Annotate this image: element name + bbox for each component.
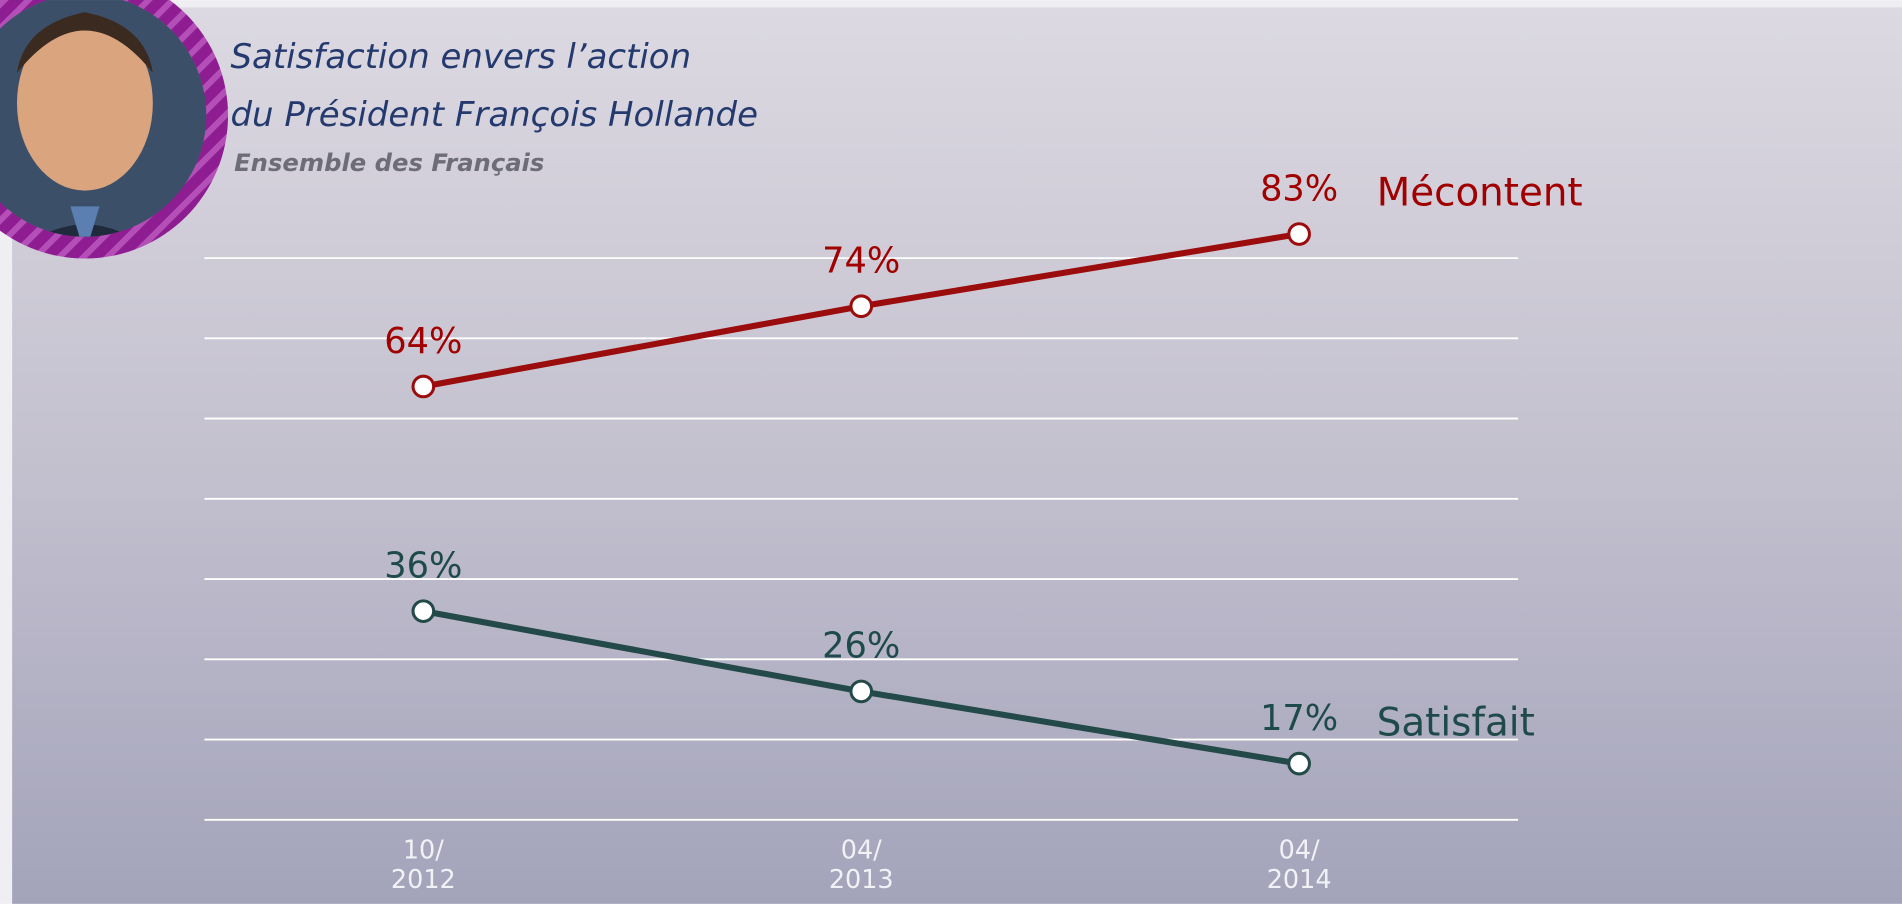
data-label: 36%	[384, 545, 462, 586]
point	[1287, 751, 1311, 776]
x-tick-label-line: 2013	[829, 865, 894, 895]
x-tick-label-line: 2014	[1267, 865, 1332, 895]
point	[1287, 222, 1311, 246]
chart-title: Satisfaction envers l’action	[230, 37, 691, 77]
data-label: 83%	[1260, 168, 1338, 209]
data-label: 74%	[822, 241, 900, 282]
x-tick-label: 04/2014	[1267, 836, 1332, 895]
data-label: 17%	[1260, 698, 1338, 739]
point	[849, 294, 874, 319]
legend-label: Satisfait	[1377, 700, 1535, 745]
point	[411, 374, 436, 399]
data-label: 26%	[822, 626, 900, 667]
x-tick-label-line: 10/	[403, 836, 444, 866]
x-tick-label-line: 04/	[1279, 836, 1320, 866]
point	[849, 679, 874, 704]
chart-subtitle: Ensemble des Français	[234, 148, 544, 177]
data-label: 64%	[384, 321, 462, 362]
background	[12, 7, 1902, 904]
x-tick-label: 10/2012	[391, 836, 456, 895]
photo	[0, 0, 229, 259]
x-tick-label-line: 2012	[391, 865, 456, 895]
x-tick-label: 04/2013	[829, 836, 894, 895]
point	[411, 599, 436, 623]
chart-title: du Président François Hollande	[230, 95, 757, 135]
x-tick-label-line: 04/	[841, 836, 882, 866]
legend-label: Mécontent	[1377, 171, 1583, 216]
